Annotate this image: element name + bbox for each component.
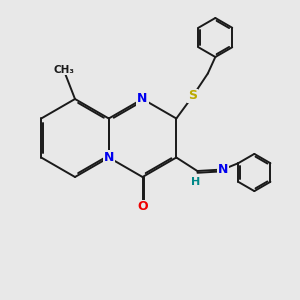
Text: CH₃: CH₃ bbox=[54, 64, 75, 75]
Text: N: N bbox=[218, 163, 228, 176]
Text: O: O bbox=[137, 200, 148, 214]
Text: N: N bbox=[103, 151, 114, 164]
Text: H: H bbox=[191, 177, 200, 188]
Text: S: S bbox=[188, 89, 197, 103]
Text: N: N bbox=[137, 92, 148, 106]
